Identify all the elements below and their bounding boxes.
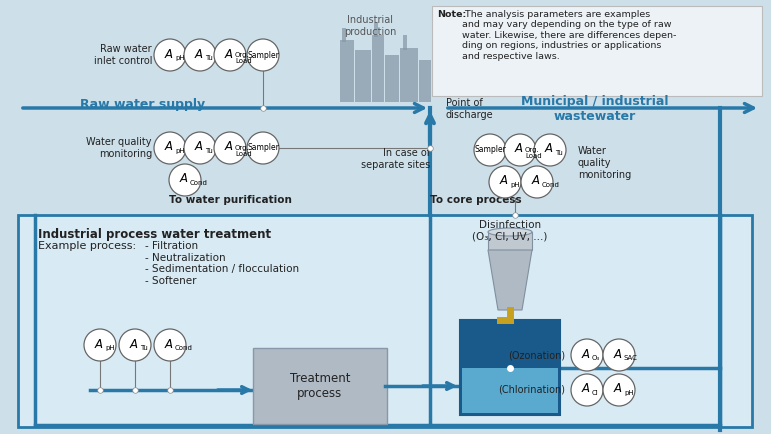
Text: A: A — [165, 141, 173, 154]
Circle shape — [214, 39, 246, 71]
FancyBboxPatch shape — [340, 40, 354, 102]
Text: A: A — [500, 174, 508, 187]
Text: - Filtration
- Neutralization
- Sedimentation / flocculation
- Softener: - Filtration - Neutralization - Sediment… — [145, 241, 299, 286]
Text: A: A — [195, 141, 203, 154]
FancyBboxPatch shape — [462, 368, 558, 413]
Circle shape — [154, 132, 186, 164]
Text: Industrial
production: Industrial production — [344, 15, 396, 36]
Text: O₃: O₃ — [592, 355, 600, 361]
Circle shape — [184, 132, 216, 164]
Text: Point of
discharge: Point of discharge — [446, 98, 493, 120]
Text: To water purification: To water purification — [169, 195, 291, 205]
FancyBboxPatch shape — [400, 48, 418, 102]
Circle shape — [603, 374, 635, 406]
Text: A: A — [95, 338, 103, 351]
Text: pH: pH — [175, 55, 184, 61]
FancyBboxPatch shape — [385, 55, 399, 102]
Text: A: A — [130, 338, 138, 351]
Text: A: A — [545, 142, 553, 155]
Circle shape — [504, 134, 536, 166]
Text: Sampler: Sampler — [247, 50, 279, 59]
Text: Org.
Load: Org. Load — [525, 147, 541, 159]
FancyBboxPatch shape — [460, 320, 560, 415]
Circle shape — [474, 134, 506, 166]
Text: Org.
Load: Org. Load — [235, 52, 251, 64]
FancyBboxPatch shape — [488, 232, 532, 250]
Text: Water quality
monitoring: Water quality monitoring — [86, 137, 152, 159]
Text: A: A — [582, 348, 590, 361]
FancyBboxPatch shape — [432, 6, 762, 96]
Text: A: A — [532, 174, 540, 187]
Text: Municipal / industrial
wastewater: Municipal / industrial wastewater — [521, 95, 668, 123]
Text: pH: pH — [105, 345, 115, 351]
Text: SAC: SAC — [624, 355, 638, 361]
Text: A: A — [582, 382, 590, 395]
Text: A: A — [225, 141, 233, 154]
Text: Raw water supply: Raw water supply — [80, 98, 205, 111]
FancyBboxPatch shape — [253, 348, 387, 424]
FancyBboxPatch shape — [18, 215, 752, 427]
Circle shape — [521, 166, 553, 198]
Circle shape — [534, 134, 566, 166]
Circle shape — [603, 339, 635, 371]
FancyBboxPatch shape — [419, 60, 431, 102]
Text: In case of
separate sites: In case of separate sites — [361, 148, 430, 170]
Circle shape — [571, 339, 603, 371]
Text: Tu: Tu — [205, 55, 213, 61]
Text: Sampler: Sampler — [247, 144, 279, 152]
Text: (Chlorination): (Chlorination) — [498, 385, 565, 395]
Text: Tu: Tu — [140, 345, 148, 351]
Text: pH: pH — [624, 390, 634, 396]
Text: A: A — [165, 47, 173, 60]
Text: A: A — [614, 382, 622, 395]
FancyBboxPatch shape — [403, 35, 407, 50]
Text: Industrial process water treatment: Industrial process water treatment — [38, 228, 271, 241]
Text: Tu: Tu — [555, 150, 563, 156]
Text: Example process:: Example process: — [38, 241, 136, 251]
Circle shape — [154, 39, 186, 71]
Circle shape — [169, 164, 201, 196]
Text: Cond: Cond — [542, 182, 560, 188]
Text: pH: pH — [510, 182, 520, 188]
Text: A: A — [614, 348, 622, 361]
Text: Note:: Note: — [437, 10, 466, 19]
Circle shape — [247, 132, 279, 164]
Ellipse shape — [488, 228, 532, 236]
Text: The analysis parameters are examples
and may vary depending on the type of raw
w: The analysis parameters are examples and… — [462, 10, 676, 61]
Text: Raw water
inlet control: Raw water inlet control — [93, 44, 152, 66]
Circle shape — [184, 39, 216, 71]
Text: Org.
Load: Org. Load — [235, 145, 251, 157]
Text: (Ozonation): (Ozonation) — [508, 350, 565, 360]
Circle shape — [571, 374, 603, 406]
FancyBboxPatch shape — [355, 50, 371, 102]
Circle shape — [489, 166, 521, 198]
Text: Tu: Tu — [205, 148, 213, 154]
Text: Disinfection
(O₃, Cl, UV, ...): Disinfection (O₃, Cl, UV, ...) — [473, 220, 547, 242]
Text: A: A — [165, 338, 173, 351]
Text: A: A — [225, 47, 233, 60]
Text: Cl: Cl — [592, 390, 599, 396]
FancyBboxPatch shape — [374, 22, 378, 37]
Text: A: A — [195, 47, 203, 60]
Circle shape — [119, 329, 151, 361]
Text: A: A — [515, 142, 523, 155]
Circle shape — [247, 39, 279, 71]
Circle shape — [84, 329, 116, 361]
Text: Cond: Cond — [175, 345, 193, 351]
Text: Water
quality
monitoring: Water quality monitoring — [578, 146, 631, 180]
Text: Treatment
process: Treatment process — [290, 372, 350, 400]
FancyBboxPatch shape — [372, 35, 384, 102]
Polygon shape — [488, 250, 532, 310]
Text: A: A — [180, 172, 188, 185]
Text: pH: pH — [175, 148, 184, 154]
Circle shape — [154, 329, 186, 361]
Text: To core process: To core process — [430, 195, 522, 205]
Text: Cond: Cond — [190, 180, 208, 186]
FancyBboxPatch shape — [342, 28, 346, 42]
Circle shape — [214, 132, 246, 164]
Text: Sampler: Sampler — [474, 145, 506, 155]
